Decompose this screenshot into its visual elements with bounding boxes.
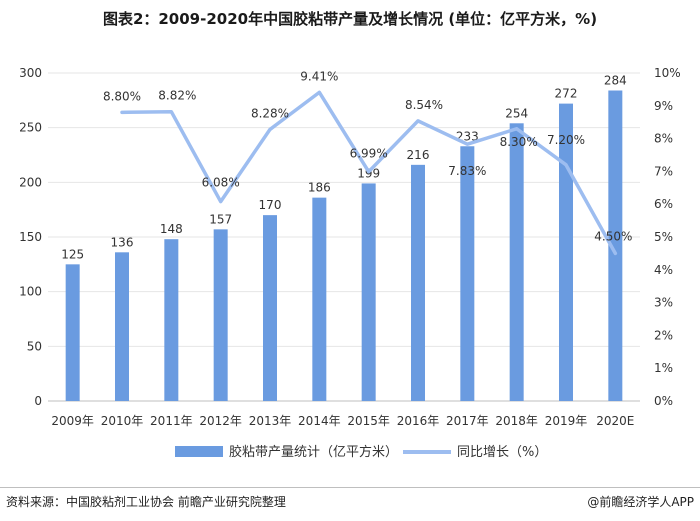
bar — [509, 123, 524, 401]
x-tick-label: 2019年 — [545, 414, 588, 428]
x-tick-label: 2015年 — [347, 414, 390, 428]
line-value-label: 4.50% — [594, 229, 632, 243]
bar-value-label: 284 — [604, 73, 627, 87]
bar — [263, 215, 277, 401]
x-tick-label: 2011年 — [150, 414, 193, 428]
source-note: 资料来源：中国胶粘剂工业协会 前瞻产业研究院整理 — [6, 495, 286, 509]
x-tick-label: 2014年 — [298, 414, 341, 428]
line-point — [268, 127, 272, 131]
left-tick-label: 150 — [19, 230, 42, 244]
gridlines — [48, 72, 640, 402]
line-point — [219, 200, 223, 204]
x-tick-label: 2020E — [596, 414, 634, 428]
line-point — [367, 170, 371, 174]
bar — [115, 252, 129, 401]
bar-value-label: 186 — [308, 181, 331, 195]
bar-series — [65, 90, 623, 401]
right-tick-label: 9% — [654, 99, 673, 113]
x-tick-label: 2017年 — [446, 414, 489, 428]
right-axis-ticks: 0% 1% 2% 3% 4% 5% 6% 7% 8% 9% 10% — [654, 66, 681, 408]
line-point — [564, 163, 568, 167]
x-axis-ticks: 2009年 2010年 2011年 2012年 2013年 2014年 2015年 2016年… — [51, 414, 634, 428]
line-value-label: 8.82% — [158, 89, 196, 103]
line-point — [613, 251, 617, 255]
line-value-label: 9.41% — [300, 69, 338, 83]
right-tick-label: 5% — [654, 230, 673, 244]
right-tick-label: 2% — [654, 328, 673, 342]
left-tick-label: 0 — [34, 394, 42, 408]
right-tick-label: 10% — [654, 66, 681, 80]
right-tick-label: 7% — [654, 164, 673, 178]
legend-bar-swatch — [175, 446, 223, 457]
line-value-label: 8.28% — [251, 106, 289, 120]
left-tick-label: 100 — [19, 285, 42, 299]
chart-title: 图表2：2009-2020年中国胶粘带产量及增长情况 (单位：亿平方米，%) — [102, 10, 598, 28]
line-point — [515, 127, 519, 131]
bar — [312, 197, 327, 401]
right-tick-label: 1% — [654, 361, 673, 375]
line-value-label: 6.08% — [202, 176, 240, 190]
bar-value-label: 216 — [407, 148, 430, 162]
line-value-label: 8.30% — [500, 135, 538, 149]
bar — [460, 146, 475, 401]
bar-value-label: 136 — [111, 235, 134, 249]
bar-value-label: 170 — [259, 198, 282, 212]
left-tick-label: 250 — [19, 121, 42, 135]
bar — [559, 103, 573, 401]
bar-value-label: 254 — [505, 106, 528, 120]
line-point — [416, 119, 420, 123]
right-tick-label: 3% — [654, 296, 673, 310]
line-value-label: 7.83% — [448, 164, 486, 178]
x-tick-label: 2012年 — [199, 414, 242, 428]
left-tick-label: 300 — [19, 66, 42, 80]
line-data-labels: 8.80% 8.82% 6.08% 8.28% 9.41% 6.99% 8.54% 7.83%… — [103, 69, 632, 243]
legend-bar-label: 胶粘带产量统计（亿平方米） — [229, 444, 398, 460]
x-tick-label: 2013年 — [249, 414, 292, 428]
line-value-label: 6.99% — [350, 147, 388, 161]
brand-credit: @前瞻经济学人APP — [587, 495, 694, 509]
bar-value-label: 148 — [160, 222, 183, 236]
bar — [411, 164, 425, 401]
bar — [164, 239, 179, 401]
bar-value-label: 157 — [209, 212, 232, 226]
line-point — [120, 110, 124, 114]
footer-divider — [0, 487, 700, 488]
bar — [608, 90, 623, 401]
line-point — [465, 142, 469, 146]
x-tick-label: 2018年 — [495, 414, 538, 428]
bar-value-label: 125 — [61, 247, 84, 261]
right-tick-label: 0% — [654, 394, 673, 408]
x-tick-label: 2009年 — [51, 414, 94, 428]
left-tick-label: 200 — [19, 175, 42, 189]
bar — [361, 183, 376, 401]
right-tick-label: 6% — [654, 197, 673, 211]
bar — [65, 264, 80, 401]
line-value-label: 7.20% — [547, 133, 585, 147]
bar — [213, 229, 228, 401]
legend-line-label: 同比增长（%） — [457, 445, 547, 460]
right-tick-label: 8% — [654, 132, 673, 146]
line-point — [317, 90, 321, 94]
line-value-label: 8.54% — [405, 98, 443, 112]
left-axis-ticks: 0 50 100 150 200 250 300 — [19, 66, 42, 408]
x-tick-label: 2016年 — [397, 414, 440, 428]
x-tick-label: 2010年 — [101, 414, 144, 428]
left-tick-label: 50 — [27, 339, 42, 353]
right-tick-label: 4% — [654, 263, 673, 277]
line-point — [169, 110, 173, 114]
line-series — [120, 90, 618, 256]
legend: 胶粘带产量统计（亿平方米） 同比增长（%） — [175, 444, 547, 460]
bar-value-label: 272 — [555, 87, 578, 101]
line-value-label: 8.80% — [103, 89, 141, 103]
